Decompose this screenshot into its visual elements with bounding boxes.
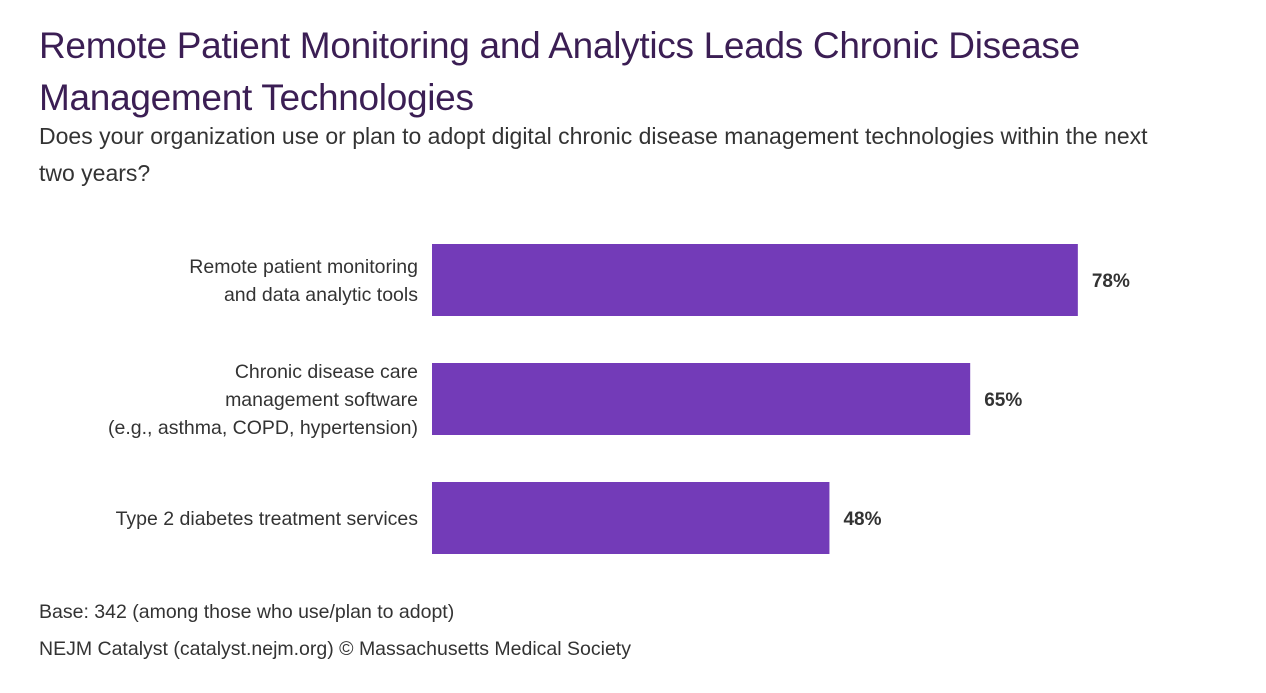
- chart-title: Remote Patient Monitoring and Analytics …: [39, 25, 1080, 118]
- chart-subtitle: Does your organization use or plan to ad…: [39, 123, 1148, 186]
- category-label: management software: [225, 389, 418, 411]
- category-label: and data analytic tools: [224, 284, 418, 306]
- category-label: Type 2 diabetes treatment services: [116, 508, 419, 530]
- bar: [432, 244, 1078, 316]
- bar: [432, 482, 830, 554]
- bar: [432, 363, 971, 435]
- value-label: 78%: [1092, 271, 1130, 292]
- value-label: 48%: [843, 509, 881, 530]
- category-label: (e.g., asthma, COPD, hypertension): [108, 417, 418, 439]
- source-credit: NEJM Catalyst (catalyst.nejm.org) © Mass…: [39, 638, 631, 660]
- base-note: Base: 342 (among those who use/plan to a…: [39, 601, 455, 623]
- value-label: 65%: [984, 390, 1022, 411]
- category-label: Remote patient monitoring: [189, 256, 418, 278]
- category-label: Chronic disease care: [235, 361, 418, 383]
